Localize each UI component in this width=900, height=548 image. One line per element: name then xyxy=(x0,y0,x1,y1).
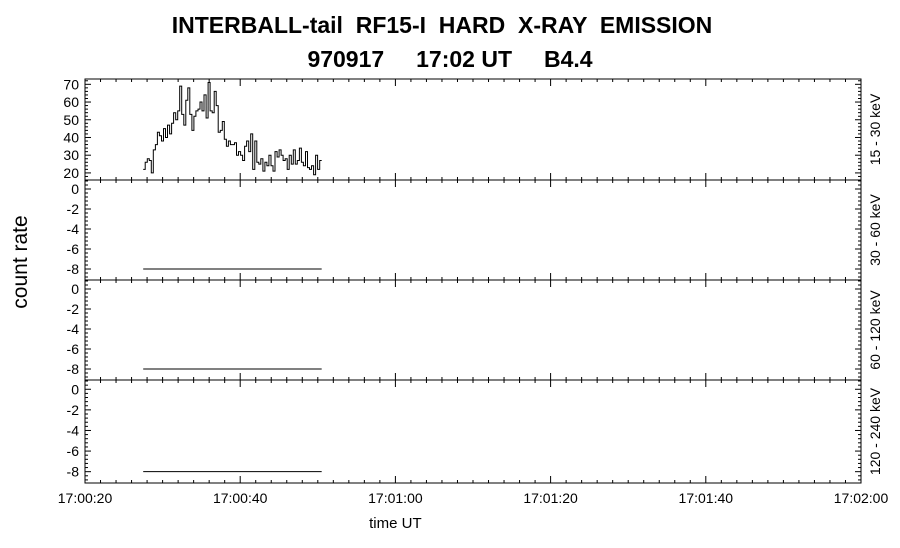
band-label: 30 - 60 keV xyxy=(867,194,883,266)
y-tick-label: -8 xyxy=(67,261,80,277)
y-tick-label: -8 xyxy=(67,361,80,377)
band-label: 15 - 30 keV xyxy=(867,93,883,165)
y-tick-label: 0 xyxy=(71,381,79,397)
x-axis-label: time UT xyxy=(369,515,422,532)
y-tick-label: 0 xyxy=(71,281,79,297)
y-tick-label: -6 xyxy=(67,341,80,357)
y-tick-label: -4 xyxy=(67,221,80,237)
panel-frame xyxy=(84,279,862,381)
chart-subtitle: 970917 17:02 UT B4.4 xyxy=(307,46,593,72)
series-line-1 xyxy=(143,82,322,176)
y-axis-label: count rate xyxy=(9,215,32,308)
y-tick-label: -4 xyxy=(67,321,80,337)
chart-title: INTERBALL-tail RF15-I HARD X-RAY EMISSIO… xyxy=(171,12,713,38)
panel-frame xyxy=(84,179,862,281)
y-tick-label: -4 xyxy=(67,422,80,438)
x-tick-label: 17:01:00 xyxy=(368,490,423,506)
y-tick-label: 50 xyxy=(63,112,79,128)
x-tick-label: 17:01:40 xyxy=(679,490,734,506)
y-tick-label: 40 xyxy=(63,129,79,145)
x-tick-label: 17:00:40 xyxy=(213,490,268,506)
panel-frame xyxy=(84,379,862,484)
y-tick-label: -8 xyxy=(67,464,80,480)
band-label: 120 - 240 keV xyxy=(867,387,883,475)
band-label: 60 - 120 keV xyxy=(867,290,883,370)
y-tick-label: 70 xyxy=(63,76,79,92)
y-tick-label: -6 xyxy=(67,241,80,257)
y-tick-label: -6 xyxy=(67,443,80,459)
x-tick-label: 17:01:20 xyxy=(523,490,578,506)
y-tick-label: 60 xyxy=(63,94,79,110)
y-tick-label: -2 xyxy=(67,402,80,418)
y-tick-label: 20 xyxy=(63,165,79,181)
y-tick-label: -2 xyxy=(67,201,80,217)
x-tick-label: 17:02:00 xyxy=(834,490,889,506)
x-tick-label: 17:00:20 xyxy=(58,490,113,506)
y-tick-label: 0 xyxy=(71,181,79,197)
y-tick-label: 30 xyxy=(63,147,79,163)
panel-frame xyxy=(84,78,862,181)
y-tick-label: -2 xyxy=(67,301,80,317)
